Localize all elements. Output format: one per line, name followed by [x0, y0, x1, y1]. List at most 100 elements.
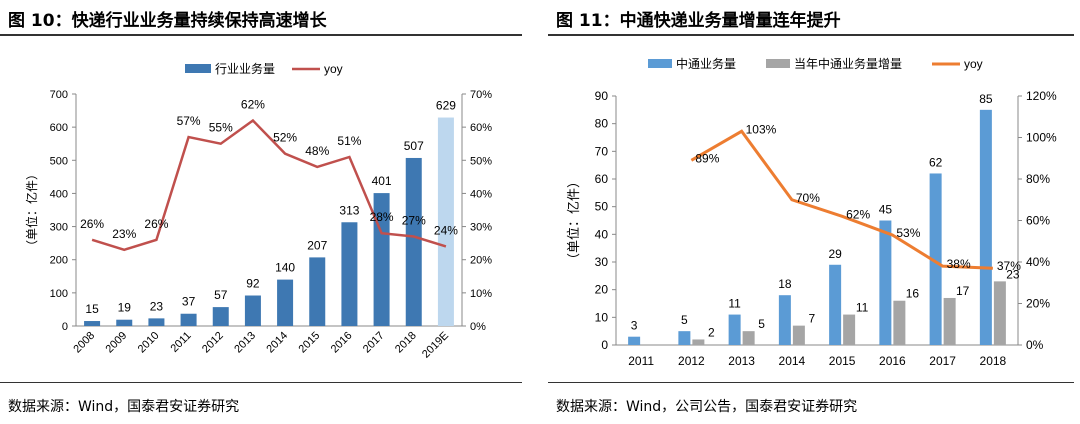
x-tick-label: 2010 — [136, 330, 162, 356]
y2-tick-label: 80% — [1026, 172, 1050, 186]
x-tick-label: 2015 — [297, 330, 323, 356]
bar-data-label: 57 — [214, 288, 228, 302]
bar-zto-increment — [843, 314, 856, 345]
chart-title: 图 11：中通快递业务量增量连年提升 — [556, 11, 841, 31]
bar-data-label: 401 — [372, 174, 392, 188]
x-tick-label: 2016 — [879, 354, 906, 368]
y-tick-label: 90 — [595, 89, 609, 103]
industry-volume-chart: 0 100 200 300 400 500 600 700 0% 10% 20% 30% 40% 50% 6… — [24, 61, 492, 361]
bar-zto-volume — [929, 173, 942, 345]
bar-zto-increment — [742, 331, 755, 345]
yoy-data-label: 48% — [305, 144, 329, 158]
y2-tick-label: 100% — [1026, 131, 1057, 145]
y-tick-label: 0 — [62, 321, 68, 333]
y2-tick-label: 60% — [470, 122, 492, 134]
source-note: 数据来源：Wind，公司公告，国泰君安证券研究 — [556, 399, 858, 415]
bar-industry-volume — [148, 318, 165, 326]
bar-industry-volume — [212, 307, 229, 326]
left-chart-panel: 图 10：快递行业业务量持续保持高速增长 0 100 200 300 400 500 600… — [0, 0, 528, 424]
yoy-data-label: 103% — [746, 122, 777, 136]
source-note: 数据来源：Wind，国泰君安证券研究 — [8, 399, 240, 415]
bar-zto-volume — [728, 314, 741, 345]
x-tick-label: 2017 — [361, 330, 387, 356]
legend-label-bar2: 当年中通业务量增量 — [794, 56, 902, 71]
yoy-data-label: 62% — [241, 98, 265, 112]
increment-data-label: 7 — [809, 312, 816, 326]
yoy-data-label: 51% — [337, 134, 361, 148]
y2-tick-label: 40% — [1026, 255, 1050, 269]
y2-tick-label: 0% — [1026, 338, 1044, 352]
y-tick-label: 500 — [50, 155, 68, 167]
yoy-data-label: 53% — [896, 226, 920, 240]
x-tick-label: 2014 — [264, 330, 290, 356]
x-tick-label: 2008 — [71, 330, 97, 356]
x-tick-label: 2016 — [329, 330, 355, 356]
y2-tick-label: 60% — [1026, 214, 1050, 228]
bar-zto-increment — [943, 297, 956, 345]
y-tick-label: 400 — [50, 188, 68, 200]
y2-tick-label: 10% — [470, 288, 492, 300]
bar-data-label: 19 — [118, 301, 132, 315]
y-tick-label: 20 — [595, 283, 609, 297]
increment-data-label: 11 — [856, 301, 869, 315]
increment-data-label: 16 — [906, 287, 920, 301]
source-divider — [548, 382, 1074, 383]
yoy-line — [690, 129, 993, 270]
yoy-data-label: 27% — [402, 214, 426, 228]
chart-title: 图 10：快递行业业务量持续保持高速增长 — [8, 11, 327, 31]
y-tick-label: 100 — [50, 288, 68, 300]
yoy-data-label: 28% — [370, 210, 394, 224]
y2-tick-label: 40% — [470, 188, 492, 200]
y2-tick-label: 0% — [470, 321, 486, 333]
x-tick-label: 2018 — [393, 330, 419, 356]
yoy-data-label: 26% — [80, 217, 104, 231]
yoy-data-label: 57% — [177, 114, 201, 128]
increment-data-label: 2 — [708, 325, 715, 339]
increment-data-label: 23 — [1006, 267, 1020, 281]
y-tick-label: 50 — [595, 200, 609, 214]
bar-zto-volume — [829, 264, 842, 345]
bar-data-label: 313 — [339, 203, 359, 217]
y-tick-label: 600 — [50, 122, 68, 134]
legend-label-line: yoy — [964, 57, 983, 71]
x-tick-label: 2013 — [728, 354, 755, 368]
yoy-data-label: 23% — [112, 227, 136, 241]
x-tick-label: 2014 — [779, 354, 806, 368]
bar-data-label: 85 — [979, 92, 993, 106]
x-tick-label: 2009 — [104, 330, 130, 356]
y2-tick-label: 20% — [1026, 297, 1050, 311]
x-tick-label: 2019E — [420, 330, 451, 361]
yoy-data-label: 24% — [434, 223, 458, 237]
x-tick-label: 2018 — [980, 354, 1007, 368]
x-tick-label: 2015 — [829, 354, 856, 368]
y-tick-label: 0 — [601, 338, 608, 352]
zto-volume-chart: 0 10 20 30 40 50 60 70 80 90 0% 20% 40% 60% 80% 100% 120… — [566, 56, 1057, 368]
right-chart-panel: 图 11：中通快递业务量增量连年提升 0 10 20 30 40 50 60 70 80 90 0%… — [548, 0, 1080, 424]
bar-zto-volume — [879, 220, 892, 345]
yoy-data-label: 55% — [209, 121, 233, 135]
y2-tick-label: 50% — [470, 155, 492, 167]
title-divider — [548, 34, 1074, 36]
yoy-data-label: 70% — [796, 191, 820, 205]
bar-industry-volume — [244, 295, 261, 326]
x-tick-label: 2017 — [929, 354, 956, 368]
legend-label-line: yoy — [324, 62, 343, 76]
bar-industry-volume — [180, 313, 197, 326]
bar-data-label: 92 — [246, 277, 260, 291]
bar-zto-increment — [993, 281, 1006, 345]
x-tick-label: 2012 — [200, 330, 226, 356]
x-tick-label: 2011 — [628, 354, 654, 368]
bar-zto-increment — [893, 300, 906, 345]
y2-tick-label: 30% — [470, 222, 492, 234]
bar-data-label: 23 — [150, 299, 164, 313]
y-tick-label: 300 — [50, 222, 68, 234]
yoy-line — [91, 118, 447, 252]
y-tick-label: 30 — [595, 255, 609, 269]
bar-zto-increment — [692, 339, 705, 345]
bar-zto-increment — [792, 325, 805, 345]
bar-zto-volume — [979, 109, 992, 345]
y2-tick-label: 120% — [1026, 89, 1057, 103]
y-tick-label: 200 — [50, 255, 68, 267]
x-tick-label: 2012 — [678, 354, 705, 368]
bar-data-label: 15 — [85, 302, 99, 316]
